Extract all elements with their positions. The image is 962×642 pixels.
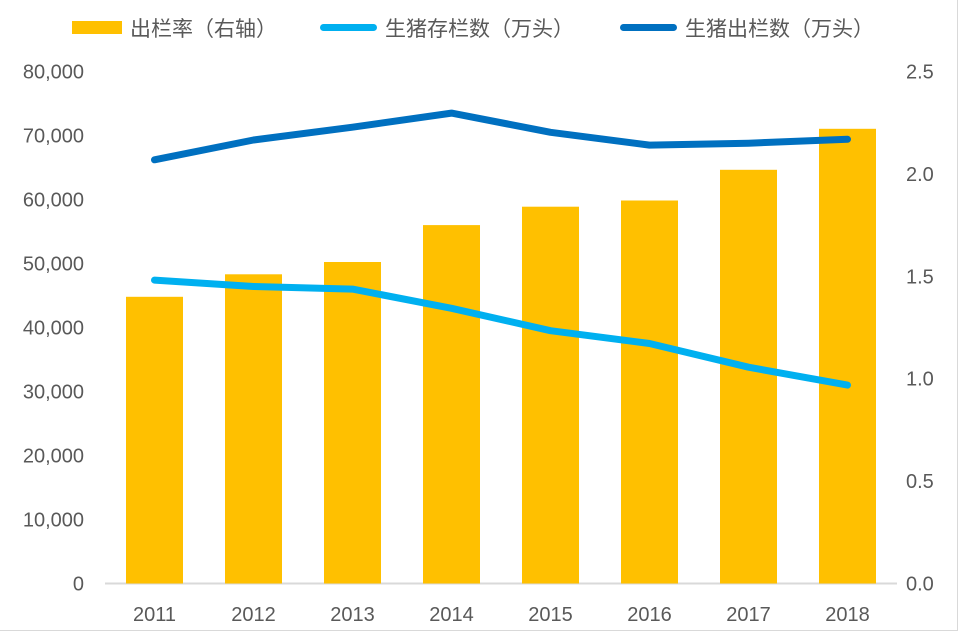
chart-legend: 出栏率（右轴） 生猪存栏数（万头） 生猪出栏数（万头）	[0, 0, 962, 55]
line-swatch-icon	[320, 24, 377, 31]
x-axis-label: 2013	[330, 604, 375, 626]
left-axis-tick-label: 60,000	[23, 190, 84, 212]
right-axis-tick-label: 0.0	[906, 574, 934, 596]
x-axis-label: 2017	[726, 604, 771, 626]
x-axis-label: 2011	[133, 604, 176, 626]
bar-2015	[522, 206, 579, 584]
x-axis-label: 2015	[528, 604, 573, 626]
left-axis-tick-label: 70,000	[23, 126, 84, 148]
bar-2017	[720, 169, 777, 584]
right-axis-tick-label: 2.0	[906, 164, 934, 186]
x-axis-label: 2014	[429, 604, 474, 626]
bar-2013	[324, 262, 381, 584]
left-axis-tick-label: 30,000	[23, 382, 84, 404]
right-axis-tick-label: 0.5	[906, 471, 934, 493]
legend-label-slaughter-rate: 出栏率（右轴）	[130, 17, 277, 41]
legend-label-pig-slaughter: 生猪出栏数（万头）	[685, 17, 874, 41]
left-axis-tick-label: 40,000	[23, 318, 84, 340]
right-axis-tick-label: 1.0	[906, 369, 934, 391]
right-axis-tick-label: 2.5	[906, 62, 934, 84]
line-swatch-icon	[620, 24, 677, 31]
legend-item-slaughter-rate: 出栏率（右轴）	[72, 14, 277, 41]
x-axis-label: 2016	[627, 604, 672, 626]
legend-item-pig-inventory: 生猪存栏数（万头）	[320, 14, 574, 41]
left-axis-tick-label: 50,000	[23, 254, 84, 276]
bar-2012	[225, 274, 282, 584]
pig-inventory-line	[151, 276, 851, 389]
x-axis-label: 2018	[825, 604, 870, 626]
left-axis-tick-label: 80,000	[23, 62, 84, 84]
legend-label-pig-inventory: 生猪存栏数（万头）	[385, 17, 574, 41]
left-axis-tick-label: 10,000	[23, 510, 84, 532]
bar-swatch-icon	[72, 21, 122, 34]
right-axis-tick-label: 1.5	[906, 266, 934, 288]
left-axis-tick-label: 0	[73, 574, 84, 596]
bar-2018	[819, 128, 876, 584]
legend-item-pig-slaughter: 生猪出栏数（万头）	[620, 14, 874, 41]
bar-2011	[126, 296, 183, 584]
left-axis-tick-label: 20,000	[23, 446, 84, 468]
x-axis-label: 2012	[231, 604, 276, 626]
pig-slaughter-line	[151, 109, 851, 164]
bar-2014	[423, 225, 480, 584]
bar-2016	[621, 200, 678, 584]
